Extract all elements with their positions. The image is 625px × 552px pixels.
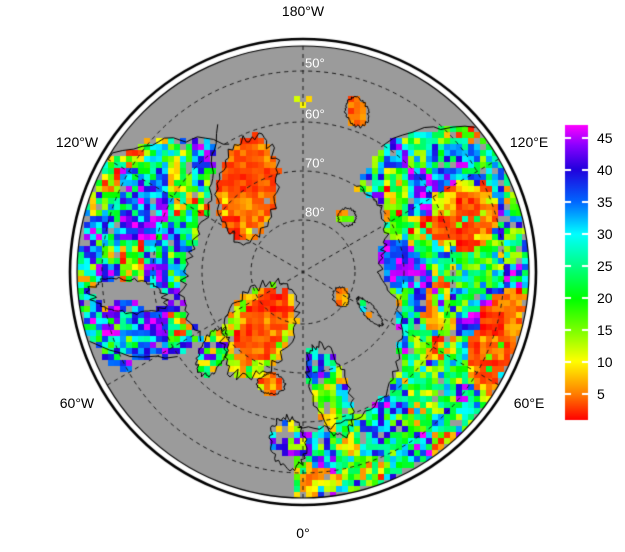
- colorbar-tick-label: 25: [597, 258, 613, 275]
- colorbar-tick-label: 35: [597, 193, 613, 210]
- parallel-label: 50°: [305, 55, 325, 71]
- colorbar-tick-label: 10: [597, 354, 613, 371]
- parallel-label: 70°: [305, 155, 325, 171]
- parallel-label: 80°: [305, 204, 325, 220]
- colorbar-tick-label: 30: [597, 226, 613, 243]
- meridian-label: 120°W: [55, 133, 99, 150]
- colorbar-tick-label: 5: [597, 386, 605, 403]
- colorbar-tick-label: 45: [597, 129, 613, 146]
- meridian-label: 180°W: [281, 3, 325, 19]
- meridian-label: 60°E: [513, 394, 545, 411]
- meridian-label: 0°: [296, 525, 310, 541]
- colorbar-tick-label: 15: [597, 322, 613, 339]
- parallel-label: 60°: [305, 106, 325, 122]
- colorbar-tick-label: 40: [597, 161, 613, 178]
- meridian-label: 60°W: [59, 394, 95, 411]
- colorbar-tick-label: 20: [597, 290, 613, 307]
- meridian-label: 120°E: [509, 133, 549, 150]
